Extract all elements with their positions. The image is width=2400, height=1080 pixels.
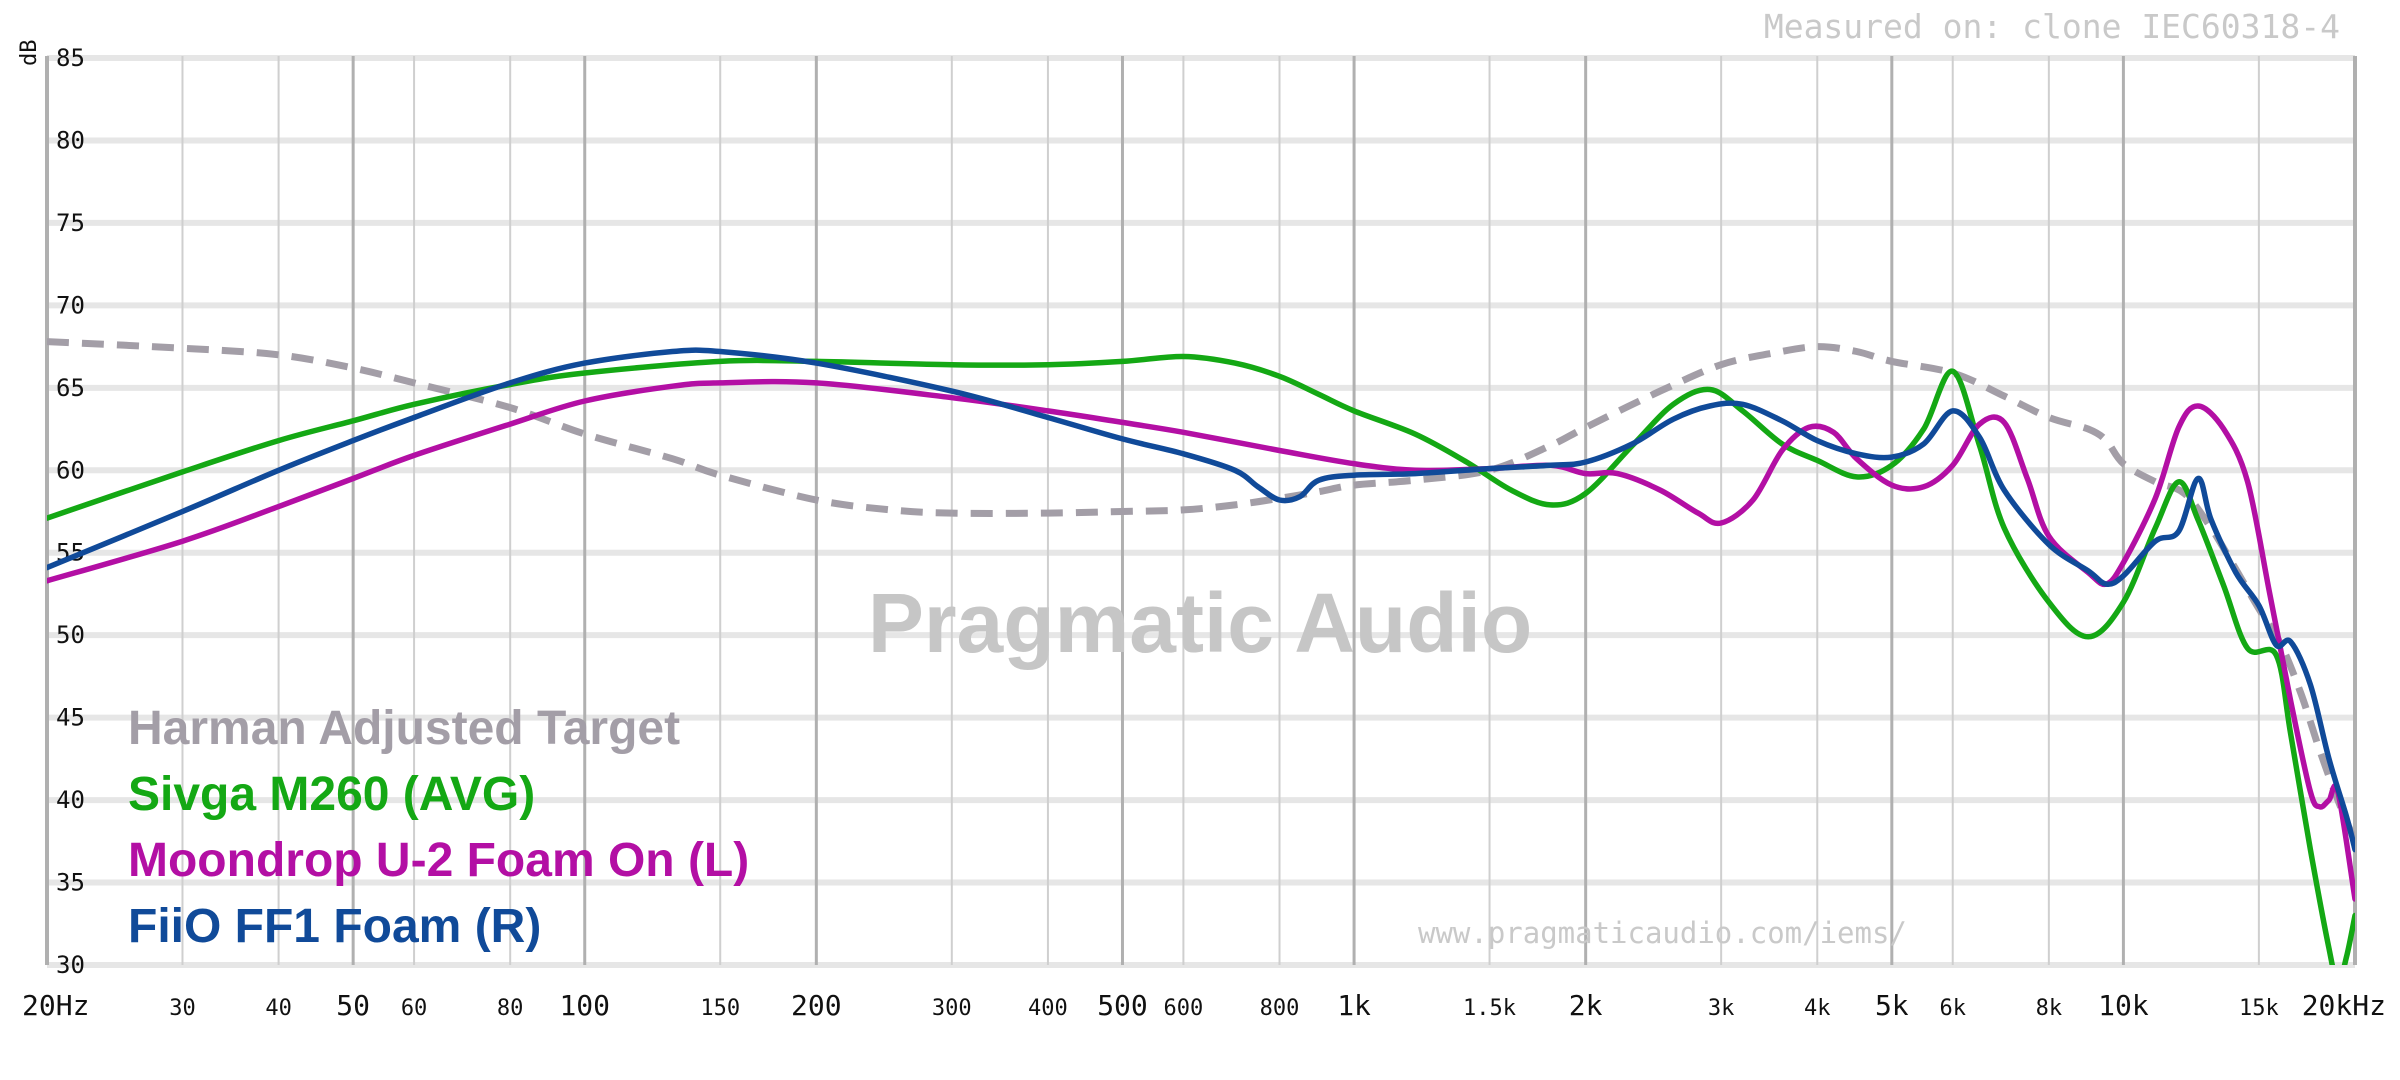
y-tick-label: 80 [56, 126, 85, 154]
y-tick-label: 65 [56, 374, 85, 402]
y-tick-label: 40 [56, 786, 85, 814]
x-tick-label: 200 [791, 989, 842, 1022]
x-tick-label: 500 [1097, 989, 1148, 1022]
measured-on-note: Measured on: clone IEC60318-4 [1764, 7, 2340, 46]
x-tick-label: 400 [1028, 996, 1068, 1021]
x-tick-label: 20Hz [22, 989, 89, 1022]
x-tick-label: 300 [932, 996, 972, 1021]
x-tick-label: 6k [1939, 996, 1966, 1021]
y-tick-label: 35 [56, 869, 85, 897]
x-tick-label: 60 [401, 996, 428, 1021]
watermark-text: Pragmatic Audio [868, 576, 1532, 670]
legend: Harman Adjusted Target Sivga M260 (AVG) … [128, 702, 749, 953]
legend-item-fiio-ff1: FiiO FF1 Foam (R) [128, 900, 541, 953]
x-tick-label: 10k [2098, 989, 2149, 1022]
series-line-harman-target [47, 338, 2355, 843]
y-axis-label: dB [17, 40, 42, 67]
x-axis-ticks: 20Hz 30 40 50 60 80 100 150 200 300 400 500 600 800 1k… [22, 989, 2386, 1022]
legend-item-moondrop-u2: Moondrop U-2 Foam On (L) [128, 834, 749, 887]
x-tick-label: 150 [700, 996, 740, 1021]
x-tick-label: 800 [1260, 996, 1300, 1021]
x-tick-label: 4k [1804, 996, 1831, 1021]
legend-item-harman-target: Harman Adjusted Target [128, 702, 680, 755]
x-tick-label: 15k [2239, 996, 2279, 1021]
y-tick-label: 45 [56, 704, 85, 732]
series [47, 338, 2355, 965]
series-line-fiio-ff1 [47, 347, 2355, 853]
legend-item-sivga-m260: Sivga M260 (AVG) [128, 768, 535, 821]
x-tick-label: 1k [1337, 989, 1371, 1022]
series-line-sivga-m260 [47, 353, 2355, 965]
y-tick-label: 70 [56, 291, 85, 319]
x-tick-label: 100 [559, 989, 610, 1022]
y-tick-label: 60 [56, 456, 85, 484]
x-tick-label: 80 [497, 996, 524, 1021]
x-tick-label: 40 [265, 996, 292, 1021]
x-tick-label: 1.5k [1463, 996, 1516, 1021]
y-tick-label: 30 [56, 951, 85, 979]
x-tick-label: 3k [1708, 996, 1735, 1021]
x-tick-label: 2k [1569, 989, 1603, 1022]
y-tick-label: 50 [56, 621, 85, 649]
y-tick-label: 75 [56, 209, 85, 237]
x-tick-label: 8k [2036, 996, 2063, 1021]
series-line-moondrop-u2 [47, 378, 2355, 902]
source-url: www.pragmaticaudio.com/iems/ [1418, 916, 1907, 950]
x-tick-label: 5k [1875, 989, 1909, 1022]
grid [45, 55, 2357, 968]
x-tick-label: 50 [336, 989, 370, 1022]
x-tick-label: 600 [1164, 996, 1204, 1021]
x-tick-label: 30 [169, 996, 196, 1021]
x-tick-label: 20kHz [2302, 989, 2386, 1022]
y-tick-label: 85 [56, 44, 85, 72]
